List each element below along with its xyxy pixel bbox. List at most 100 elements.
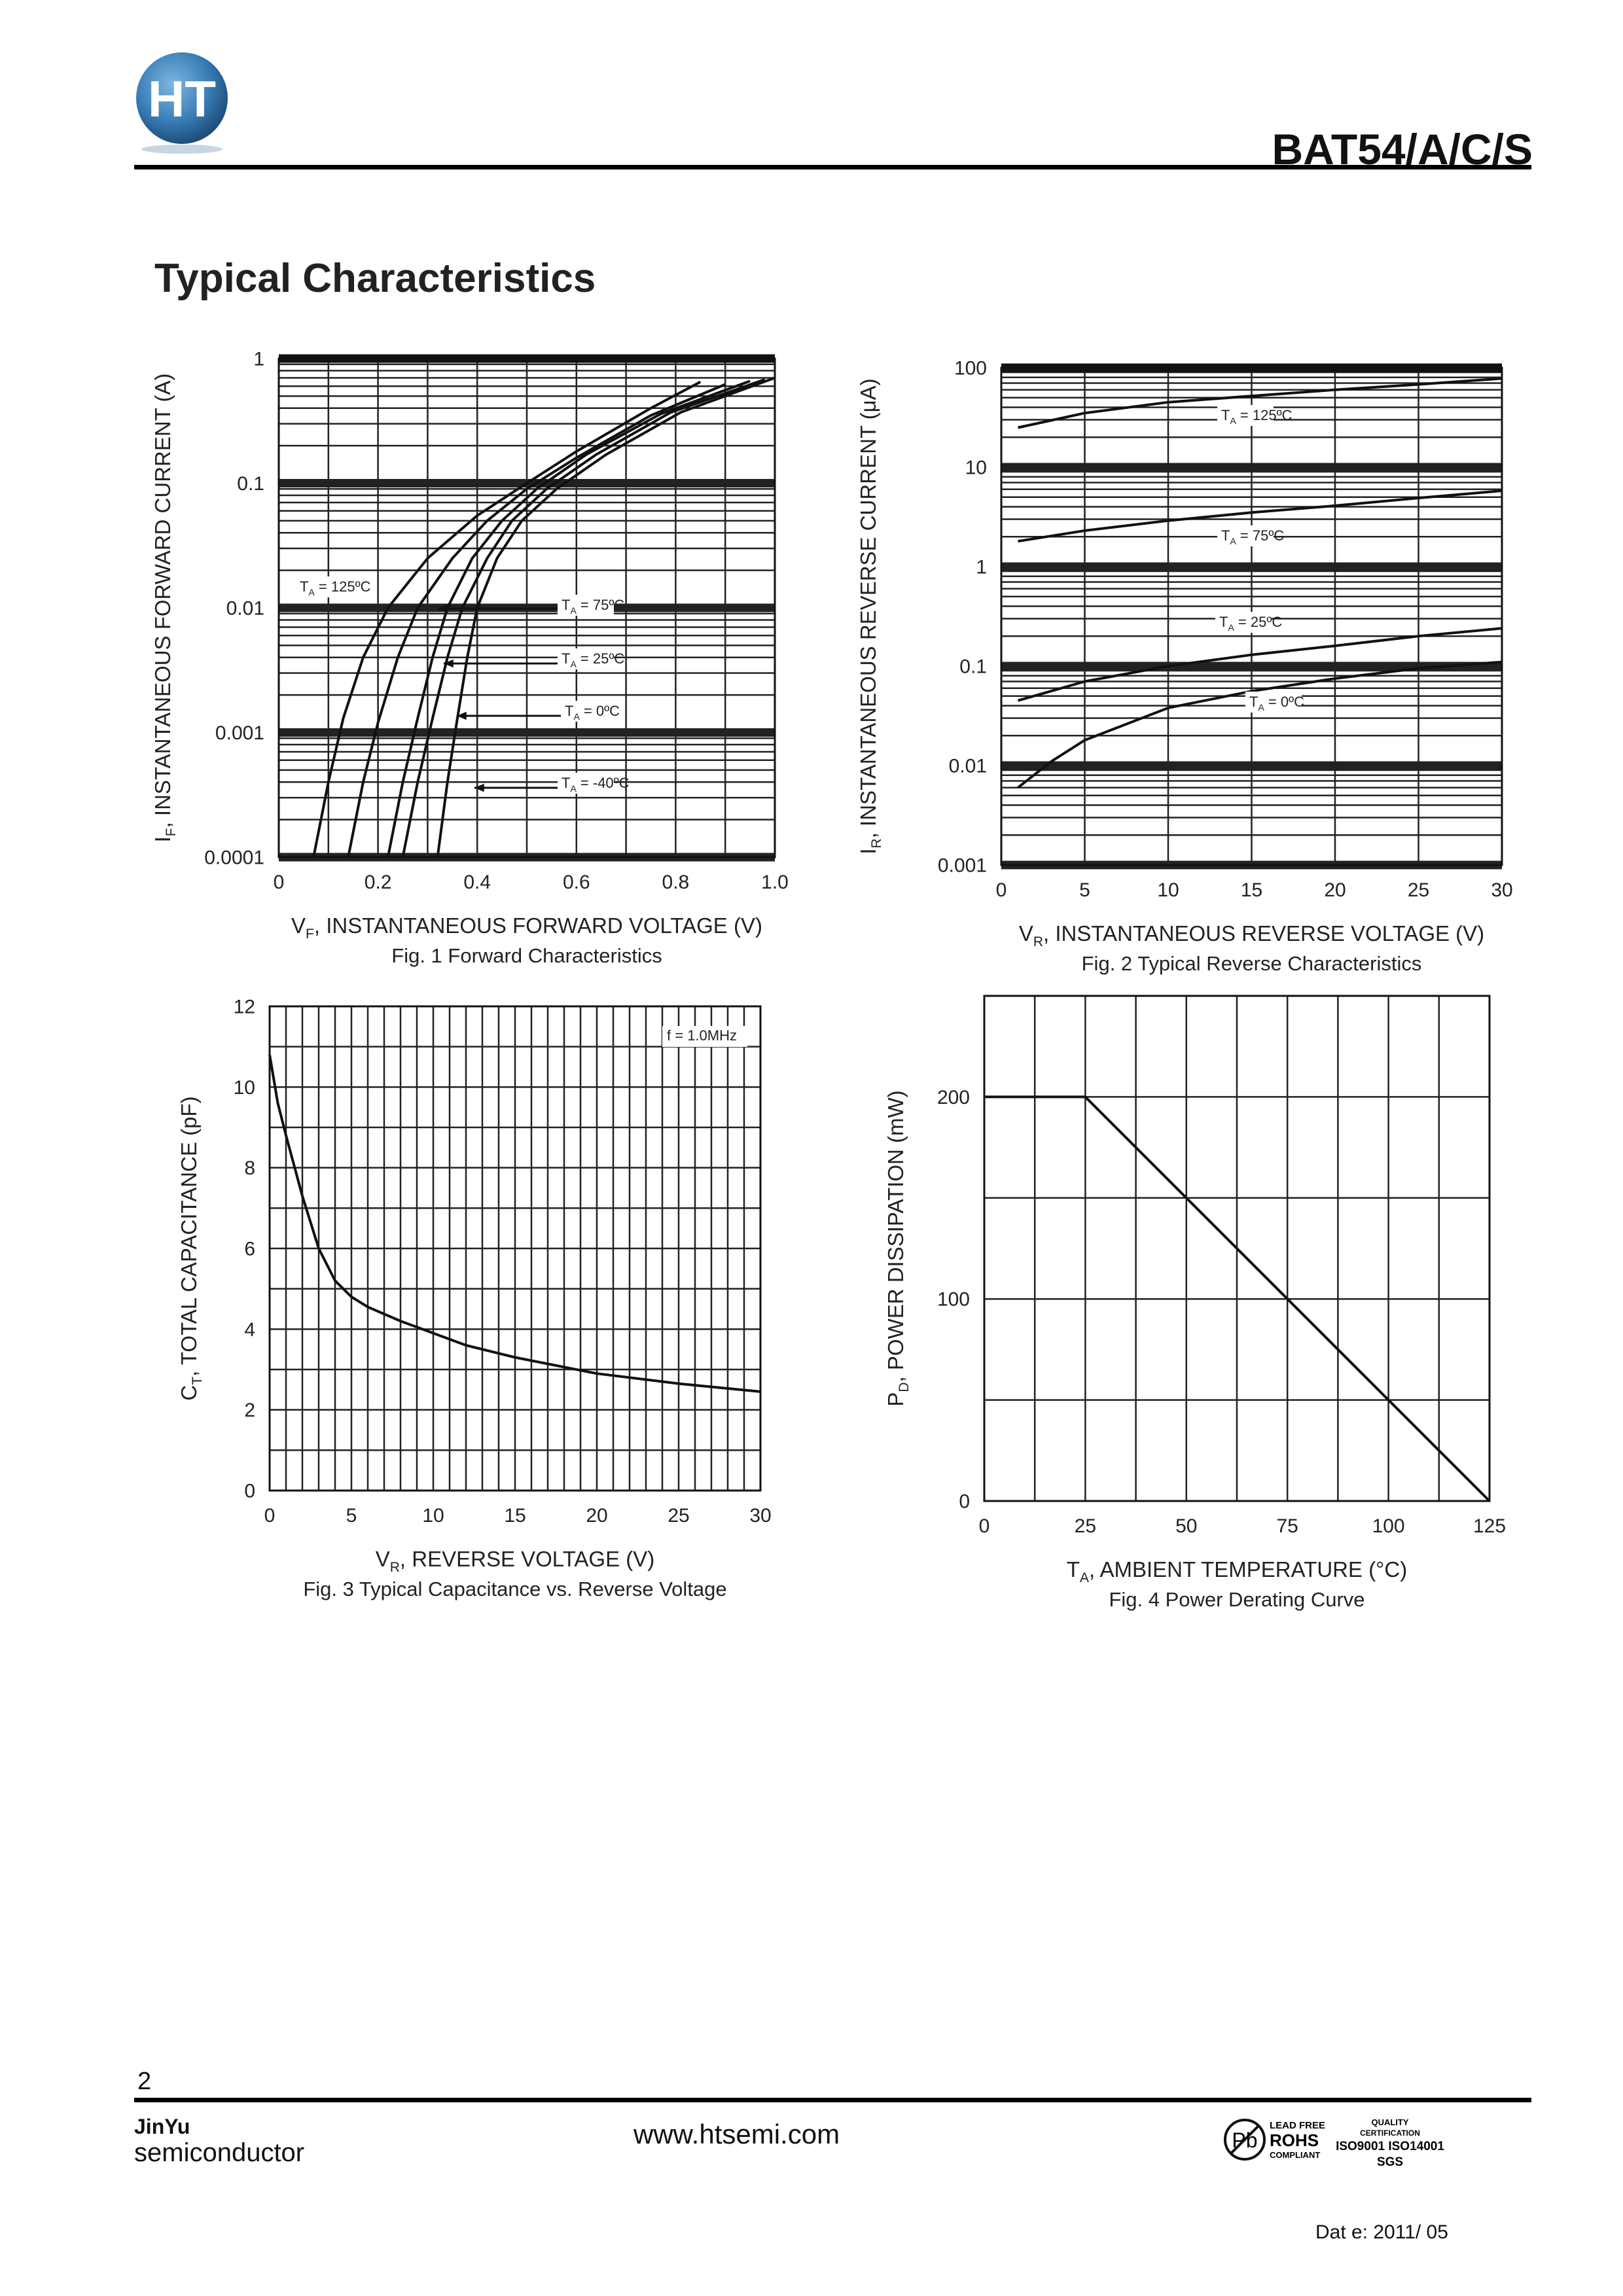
fig4-xtick-label: 50 [1175,1515,1197,1537]
fig3-ytick-label: 4 [244,1319,255,1341]
fig2-label-25c: TA = 25ºC [1219,614,1282,633]
fig4-xlabel: TA, AMBIENT TEMPERATURE (°C) [1067,1557,1407,1585]
cert-compliant: COMPLIANT [1270,2150,1320,2160]
fig1-xtick-label: 0 [274,872,285,893]
page-number: 2 [137,2068,152,2095]
fig2-series-line [1018,377,1503,429]
figure-2-reverse-characteristics: 0 5 10 15 20 25 30 0.001 0.01 0.1 1 10 100 VR, INSTAN… [851,340,1538,995]
fig2-label-75c: TA = 75ºC [1221,527,1284,546]
fig1-xtick-label: 1.0 [761,872,789,893]
fig1-ytick-label: 0.001 [215,722,264,744]
fig2-ytick-label: 1 [976,557,987,578]
fig2-xtick-label: 5 [1079,879,1090,901]
fig4-ytick-label: 0 [959,1491,970,1513]
fig2-ytick-label: 0.001 [938,855,987,877]
fig3-ytick-label: 2 [244,1400,255,1421]
certification-block: Pb LEAD FREE ROHS COMPLIANT QUALITY CERT… [1219,2107,1493,2172]
pb-free-icon [1224,2119,1266,2161]
fig3-xtick-label: 30 [749,1505,771,1527]
fig3-annotation-bg [662,1026,747,1047]
fig3-caption: Fig. 3 Typical Capacitance vs. Reverse V… [303,1578,726,1600]
footer-rule [134,2098,1531,2102]
fig3-ytick-label: 0 [244,1481,255,1502]
fig1-label-0c-bg [561,700,617,722]
fig1-ytick-label: 0.01 [226,598,264,620]
fig2-caption: Fig. 2 Typical Reverse Characteristics [1082,952,1422,975]
fig1-label-0c: TA = 0ºC [565,703,620,722]
website-link[interactable]: www.htsemi.com [633,2119,840,2149]
fig3-series-line [268,1054,761,1393]
fig2-label-25c-bg [1215,611,1272,633]
fig1-caption: Fig. 1 Forward Characteristics [391,944,662,967]
fig2-series-line [1018,489,1503,543]
fig2-ytick-label: 0.01 [949,756,987,777]
fig2-label-125c-bg [1217,404,1274,426]
fig2-xtick-label: 15 [1241,879,1262,901]
fig2-ytick-label: 10 [965,457,987,479]
date-text: Dat e: 2011/ 05 [1315,2221,1448,2243]
fig1-series-line [347,383,726,858]
fig3-xtick-label: 5 [346,1505,357,1527]
fig2-xtick-label: 20 [1324,879,1346,901]
cert-iso: ISO9001 ISO14001 [1336,2140,1444,2153]
fig3-xtick-label: 25 [668,1505,689,1527]
fig3-xtick-label: 10 [422,1505,444,1527]
fig1-series-line [401,378,766,858]
fig3-annotation: f = 1.0MHz [667,1027,737,1044]
fig1-xtick-label: 0.8 [662,872,690,893]
cert-lead-free: LEAD FREE [1270,2120,1325,2131]
fig3-grid [268,1005,762,1492]
fig1-arrow-m40c-head [474,783,484,792]
fig2-xtick-label: 30 [1491,879,1512,901]
fig2-xtick-label: 25 [1408,879,1429,901]
fig4-caption: Fig. 4 Power Derating Curve [1109,1588,1364,1611]
fig1-label-75c-bg [558,594,614,616]
fig3-ytick-label: 12 [234,997,255,1018]
fig4-ytick-label: 200 [937,1087,970,1108]
fig1-xlabel: VF, INSTANTANEOUS FORWARD VOLTAGE (V) [291,913,762,942]
cert-certification: CERTIFICATION [1360,2128,1420,2138]
fig2-ylabel: IR, INSTANTANEOUS REVERSE CURRENT (μA) [856,378,884,854]
fig3-xlabel: VR, REVERSE VOLTAGE (V) [376,1547,655,1575]
fig1-label-m40c-bg [558,772,614,794]
fig1-ytick-label: 1 [253,349,264,370]
fig2-series-line [1017,627,1503,702]
fig2-label-0c-bg [1245,691,1302,713]
brand-name: JinYu [134,2115,190,2138]
fig4-xtick-label: 75 [1277,1515,1298,1537]
fig4-ytick-label: 100 [937,1289,970,1311]
fig3-ytick-label: 10 [234,1077,255,1099]
fig3-xtick-label: 0 [264,1505,276,1527]
fig3-ytick-label: 6 [244,1239,255,1260]
figure-3-capacitance: 0 5 10 15 20 25 30 0 2 4 6 8 10 12 VR, REVERSE VOLTAGE… [177,988,805,1642]
fig4-frame [983,995,1491,1502]
fig4-xtick-label: 125 [1473,1515,1506,1537]
fig1-arrow-0c-head [457,711,467,720]
fig2-xlabel: VR, INSTANTANEOUS REVERSE VOLTAGE (V) [1019,921,1484,949]
header-rule [134,165,1531,169]
fig3-svg: 0 5 10 15 20 25 30 0 2 4 6 8 10 12 VR, REVERSE VOLTAGE… [177,997,772,1601]
logo-text: HT [148,70,216,128]
fig1-xtick-label: 0.4 [463,872,491,893]
cert-rohs: ROHS [1270,2130,1319,2150]
fig2-label-0c: TA = 0ºC [1249,694,1304,713]
fig1-ytick-label: 0.1 [237,473,264,495]
fig1-series-line [312,380,702,858]
fig1-label-25c-bg [558,648,614,669]
fig2-ytick-label: 0.1 [959,656,987,678]
fig2-xtick-label: 10 [1157,879,1179,901]
section-title: Typical Characteristics [154,256,596,301]
fig1-arrow-25c-head [444,659,454,668]
fig2-label-125c: TA = 125ºC [1221,407,1293,426]
fig4-xtick-label: 25 [1075,1515,1096,1537]
fig1-label-25c: TA = 25ºC [562,650,624,669]
cert-pb: Pb [1232,2128,1257,2152]
fig1-series-line [386,380,751,858]
fig1-xtick-label: 0.6 [563,872,590,893]
fig2-xtick-label: 0 [996,879,1007,901]
fig2-frame [1000,366,1503,866]
fig1-arrow-75c-head [438,604,448,613]
fig1-xtick-label: 0.2 [365,872,392,893]
fig4-xtick-label: 100 [1372,1515,1405,1537]
fig4-ylabel: PD, POWER DISSIPATION (mW) [883,1090,912,1406]
